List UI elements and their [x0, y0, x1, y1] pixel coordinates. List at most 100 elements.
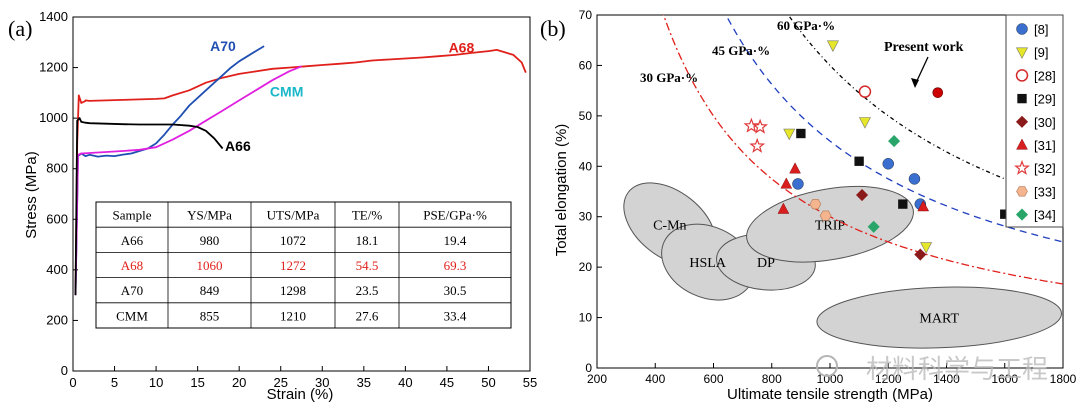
a-x-tick-label: 45: [440, 375, 454, 390]
panel-b-y-axis-label: Total elongation (%): [553, 124, 570, 257]
table-header-cell: UTS/MPa: [267, 208, 320, 223]
legend-label: [33]: [1034, 184, 1056, 199]
point-33: [809, 199, 822, 210]
a-y-tick-label: 600: [46, 211, 68, 226]
panel-b-data-points: [743, 40, 1010, 261]
a-x-tick-label: 50: [481, 375, 495, 390]
b-y-tick-label: 60: [579, 58, 593, 72]
point-9: [858, 117, 871, 129]
point-30: [855, 188, 869, 202]
region-label: DP: [757, 256, 775, 271]
table-cell: 54.5: [356, 258, 379, 273]
a-y-tick-label: 200: [46, 312, 68, 327]
curve-label-a70: A70: [210, 38, 236, 54]
region-label: HSLA: [689, 256, 726, 271]
iso-curve-2: [725, 15, 1063, 243]
b-x-tick-label: 1400: [933, 372, 960, 386]
legend-marker-31: [1016, 138, 1028, 150]
a-x-tick-label: 15: [190, 375, 204, 390]
a-y-tick-label: 400: [46, 262, 68, 277]
panel-a-x-axis-label: Strain (%): [267, 386, 334, 403]
legend-marker-32: [1014, 159, 1030, 175]
watermark-logo-icon: [816, 355, 838, 377]
legend-label: [31]: [1034, 138, 1056, 153]
table-header-cell: YS/MPa: [187, 208, 232, 223]
series-line-cmm: [74, 65, 302, 296]
region-mart: [816, 286, 1062, 349]
a-x-tick-label: 0: [69, 375, 76, 390]
a-x-tick-label: 35: [357, 375, 371, 390]
table-cell: 1210: [280, 308, 306, 323]
b-y-tick-label: 10: [579, 311, 593, 325]
b-x-tick-label: 600: [703, 372, 723, 386]
table-header-cell: Sample: [113, 208, 152, 223]
table-cell: 1072: [280, 233, 306, 248]
panel-a-plot-frame: [72, 16, 531, 372]
curve-label-cmm: CMM: [270, 84, 303, 100]
iso-label: 45 GPa·%: [712, 43, 770, 58]
b-y-tick-label: 50: [579, 109, 593, 123]
point-31: [917, 200, 930, 212]
steel-class-regions: C-Mn HSLA DP TRIP MART: [623, 182, 1062, 349]
point-29: [796, 128, 806, 139]
panel-b-label: (b): [540, 16, 566, 41]
point-29: [898, 199, 908, 209]
legend-label: [8]: [1034, 22, 1048, 37]
legend-marker-29: [1017, 93, 1027, 104]
table-cell: A68: [121, 258, 143, 273]
a-y-tick-label: 0: [61, 363, 68, 378]
panel-a-x-ticks: 0 5 10 15 20 25 30 35 40 45 50 55: [69, 366, 537, 390]
legend-marker-30: [1015, 115, 1029, 128]
point-34: [867, 220, 880, 233]
a-x-tick-label: 5: [111, 375, 118, 390]
table-cell: 23.5: [356, 283, 379, 298]
legend-marker-34: [1015, 208, 1029, 221]
point-8: [908, 173, 921, 185]
point-33: [819, 210, 832, 221]
point-29: [854, 156, 864, 166]
table-frame: [95, 201, 512, 329]
legend-label: [28]: [1034, 68, 1056, 83]
point-31: [789, 162, 801, 174]
table-cell: 30.5: [444, 283, 467, 298]
legend-marker-8: [1016, 23, 1028, 35]
table-cell: 1060: [197, 258, 223, 273]
panel-a: (a) 0 5 10 15 20 25 30 35 40 45 50 55 0 200 400 600 800…: [8, 9, 537, 403]
panel-a-label: (a): [8, 16, 32, 41]
point-32: [749, 137, 766, 153]
a-y-tick-label: 1000: [39, 110, 68, 125]
point-29: [1000, 209, 1010, 219]
region-label: C-Mn: [653, 218, 686, 233]
b-y-tick-label: 30: [579, 210, 593, 224]
watermark-text: 材料科学与工程: [866, 354, 1048, 384]
panel-a-series: [74, 45, 527, 296]
panel-b: (b) C-Mn HSLA DP TRIP MART 30 GPa·% 45 GPa·% 6…: [540, 8, 1077, 403]
table-cell: 1272: [280, 258, 306, 273]
table-cell: CMM: [116, 308, 148, 323]
series-line-a70: [74, 45, 265, 296]
point-34: [888, 135, 901, 148]
b-y-tick-label: 40: [579, 159, 593, 173]
a-x-tick-label: 55: [523, 375, 537, 390]
point-30: [914, 248, 927, 261]
b-x-tick-label: 800: [762, 372, 782, 386]
panel-a-y-ticks: 0 200 400 600 800 1000 1200 1400: [39, 9, 78, 378]
series-line-a66: [74, 117, 224, 296]
table-cell: 849: [200, 283, 220, 298]
panel-b-x-axis-label: Ultimate tensile strength (MPa): [727, 386, 933, 403]
iso-label: 30 GPa·%: [640, 70, 698, 85]
a-x-tick-label: 30: [315, 375, 329, 390]
iso-curve-1: [662, 15, 1063, 285]
table-body: A66 980 1072 18.1 19.4 A68 1060 1272 54.5 69.3 A70…: [116, 233, 467, 324]
a-y-tick-label: 1200: [39, 60, 68, 75]
b-x-tick-label: 1200: [875, 372, 902, 386]
b-x-tick-label: 200: [587, 372, 607, 386]
curve-label-a66: A66: [225, 138, 251, 154]
point-9: [783, 128, 796, 141]
b-y-tick-label: 0: [585, 361, 592, 375]
panel-a-y-axis-label: Stress (MPa): [23, 151, 40, 239]
point-32: [752, 118, 769, 134]
legend-label: [32]: [1034, 161, 1056, 176]
region-trip: [746, 186, 914, 263]
series-line-a68: [74, 49, 527, 296]
